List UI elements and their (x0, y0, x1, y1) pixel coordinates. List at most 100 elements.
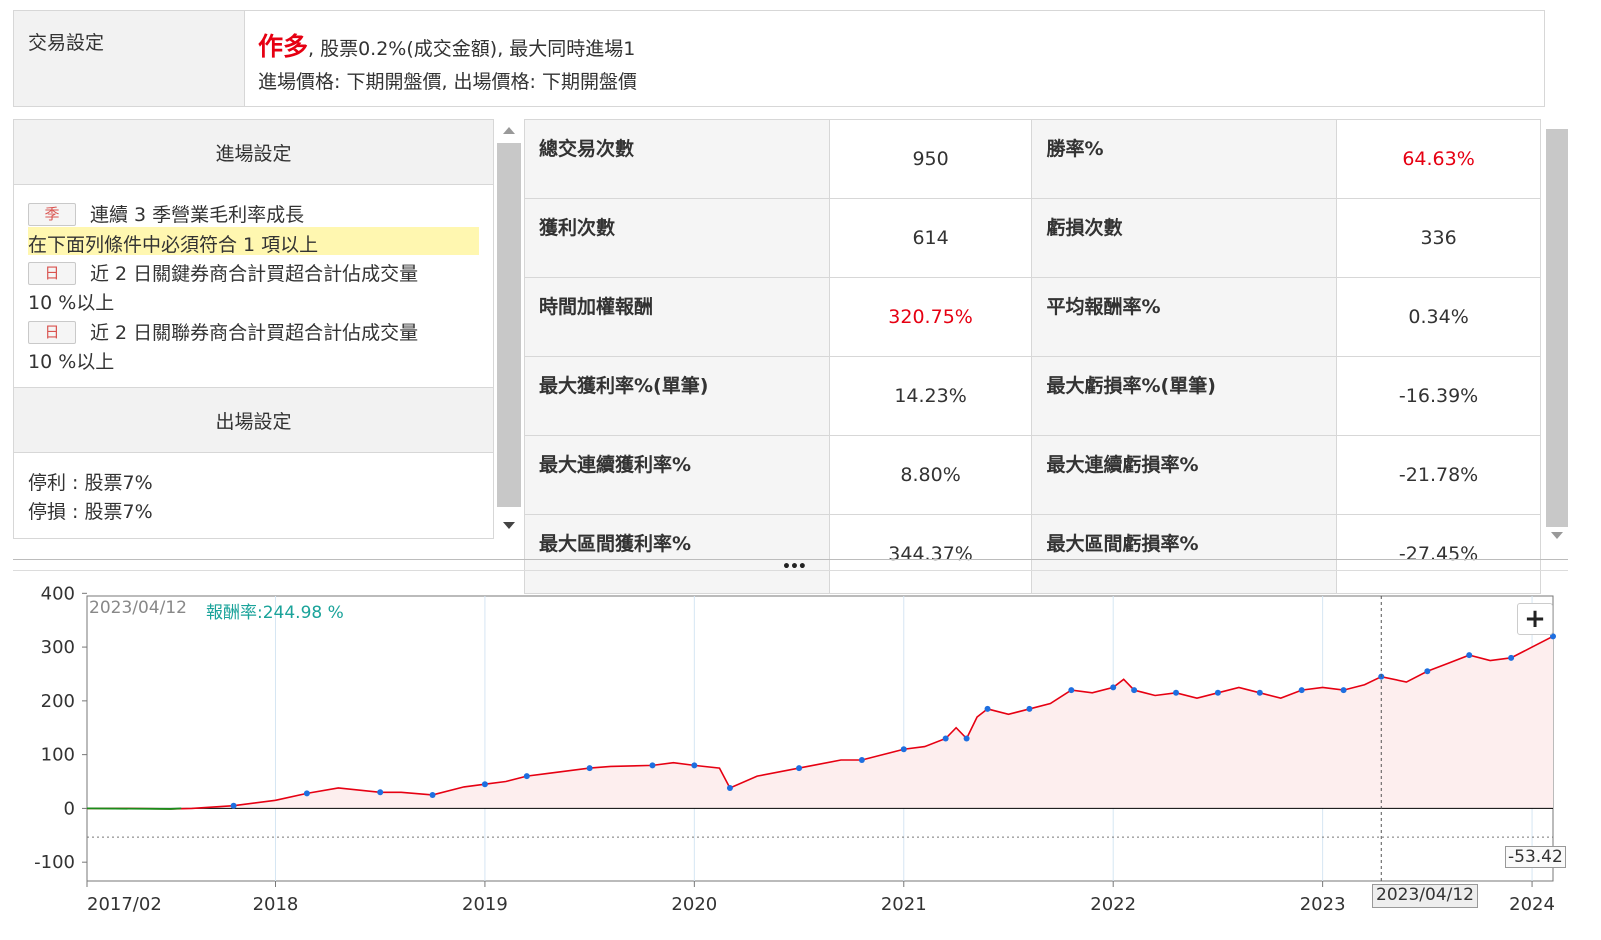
trade-marker (649, 762, 656, 769)
trade-marker (230, 802, 237, 809)
day-tag: 日 (28, 262, 76, 285)
stats-value: 336 (1336, 198, 1541, 278)
trade-settings-box: 交易設定 作多, 股票0.2%(成交金額), 最大同時進場1 進場價格: 下期開… (13, 10, 1545, 107)
stats-label: 最大連續虧損率% (1031, 435, 1338, 515)
trade-marker (586, 765, 593, 772)
trade-marker (1214, 689, 1221, 696)
chart-hover-date: 2023/04/12 (89, 598, 187, 618)
trade-marker (900, 746, 907, 753)
stats-row: 最大連續獲利率% 8.80% 最大連續虧損率% -21.78% (524, 435, 1541, 515)
x-tick-label: 2023 (1300, 894, 1346, 915)
y-tick-label: 0 (64, 798, 75, 819)
stats-value: 64.63% (1336, 119, 1541, 199)
stats-label: 平均報酬率% (1031, 277, 1338, 357)
return-area-fill (87, 636, 1553, 809)
entry-condition-2: 日近 2 日關鍵券商合計買超合計佔成交量 (28, 259, 418, 286)
trade-marker (1110, 684, 1117, 691)
x-tick-label: 2017/02 (87, 894, 162, 915)
stats-label: 最大連續獲利率% (524, 435, 830, 515)
stats-value: -21.78% (1336, 435, 1541, 515)
trade-marker (796, 765, 803, 772)
y-tick-label: 300 (41, 637, 75, 658)
stats-value: 614 (828, 198, 1033, 278)
entry-condition-3-text: 近 2 日關聯券商合計買超合計佔成交量 (90, 322, 419, 344)
day-tag: 日 (28, 321, 76, 344)
return-chart[interactable]: 2017/02 2018 2019 2020 2021 2022 2023 2024 400 30… (0, 575, 1601, 940)
chart-cursor-date-label: 2023/04/12 (1372, 884, 1478, 908)
stats-value: 344.37% (828, 514, 1033, 594)
chart-hover-return: 報酬率:244.98 % (206, 603, 344, 623)
settings-scrollbar-thumb[interactable] (497, 143, 521, 507)
stats-label: 勝率% (1031, 119, 1338, 199)
entry-condition-1: 季連續 3 季營業毛利率成長 (28, 200, 304, 227)
stats-scrollbar[interactable] (1546, 119, 1570, 549)
entry-condition-2-cont: 10 %以上 (28, 292, 115, 314)
trade-marker (1550, 633, 1556, 640)
stats-scrollbar-thumb[interactable] (1546, 129, 1568, 527)
trade-marker (1068, 687, 1075, 694)
trade-marker (1508, 654, 1515, 661)
trade-price-settings: 進場價格: 下期開盤價, 出場價格: 下期開盤價 (258, 71, 637, 93)
quarter-tag: 季 (28, 203, 76, 226)
splitter-drag-handle-icon[interactable]: ••• (782, 559, 807, 575)
entry-condition-3: 日近 2 日關聯券商合計買超合計佔成交量 (28, 318, 418, 345)
scroll-up-arrow-icon[interactable] (503, 127, 515, 134)
stop-loss-text: 停損 : 股票7% (28, 501, 153, 523)
stats-value: 320.75% (828, 277, 1033, 357)
scroll-down-arrow-icon[interactable] (1551, 532, 1563, 539)
stats-value: -16.39% (1336, 356, 1541, 436)
trade-marker (1424, 668, 1431, 675)
stats-label: 總交易次數 (524, 119, 830, 199)
trade-marker (377, 789, 384, 796)
trade-marker (1340, 687, 1347, 694)
stats-label: 最大區間獲利率% (524, 514, 830, 594)
trade-marker (303, 790, 310, 797)
y-tick-label: -100 (34, 852, 75, 873)
return-line (87, 635, 1554, 810)
chart-min-value-label: -53.42 (1505, 846, 1566, 868)
stats-label: 最大獲利率%(單筆) (524, 356, 830, 436)
trade-marker (1131, 687, 1138, 694)
stats-row: 最大獲利率%(單筆) 14.23% 最大虧損率%(單筆) -16.39% (524, 356, 1541, 436)
trade-marker (429, 791, 436, 798)
entry-condition-3-cont: 10 %以上 (28, 351, 115, 373)
trade-marker (1256, 689, 1263, 696)
scroll-down-arrow-icon[interactable] (503, 522, 515, 529)
panel-splitter[interactable] (13, 559, 1568, 560)
trade-marker (481, 781, 488, 788)
entry-condition-2-text: 近 2 日關鍵券商合計買超合計佔成交量 (90, 263, 419, 285)
x-tick-label: 2018 (253, 894, 299, 915)
x-tick-label: 2022 (1090, 894, 1136, 915)
stats-value: 8.80% (828, 435, 1033, 515)
trade-marker (1026, 705, 1033, 712)
stats-label: 時間加權報酬 (524, 277, 830, 357)
trade-fee-text: , 股票0.2%(成交金額), 最大同時進場1 (308, 38, 636, 60)
x-tick-label: 2019 (462, 894, 508, 915)
settings-scrollbar[interactable] (497, 119, 521, 537)
trade-direction: 作多 (258, 32, 309, 61)
stats-row: 時間加權報酬 320.75% 平均報酬率% 0.34% (524, 277, 1541, 357)
entry-settings-header: 進場設定 (14, 120, 493, 185)
trade-settings-label-cell: 交易設定 (14, 11, 245, 106)
trade-marker (523, 773, 530, 780)
x-tick-label: 2024 (1509, 894, 1555, 915)
chart-zoom-button[interactable]: + (1517, 603, 1553, 635)
panel-splitter-shadow (13, 570, 1568, 571)
condition-group-text: 在下面列條件中必須符合 1 項以上 (28, 234, 319, 256)
trade-marker (858, 757, 865, 764)
trade-marker (691, 762, 698, 769)
y-tick-label: 200 (41, 691, 75, 712)
x-tick-label: 2021 (881, 894, 927, 915)
y-tick-label: 400 (41, 583, 75, 604)
condition-group-highlight (28, 227, 479, 255)
x-tick-label: 2020 (671, 894, 717, 915)
entry-condition-1-text: 連續 3 季營業毛利率成長 (90, 204, 305, 226)
stats-label: 獲利次數 (524, 198, 830, 278)
backtest-stats-table: 總交易次數 950 勝率% 64.63% 獲利次數 614 虧損次數 336 時間加權報酬 320… (524, 119, 1541, 594)
stats-value: 0.34% (1336, 277, 1541, 357)
trade-marker (1298, 687, 1305, 694)
stats-label: 最大虧損率%(單筆) (1031, 356, 1338, 436)
exit-settings-header: 出場設定 (14, 387, 493, 453)
stats-label: 虧損次數 (1031, 198, 1338, 278)
stats-row: 獲利次數 614 虧損次數 336 (524, 198, 1541, 278)
